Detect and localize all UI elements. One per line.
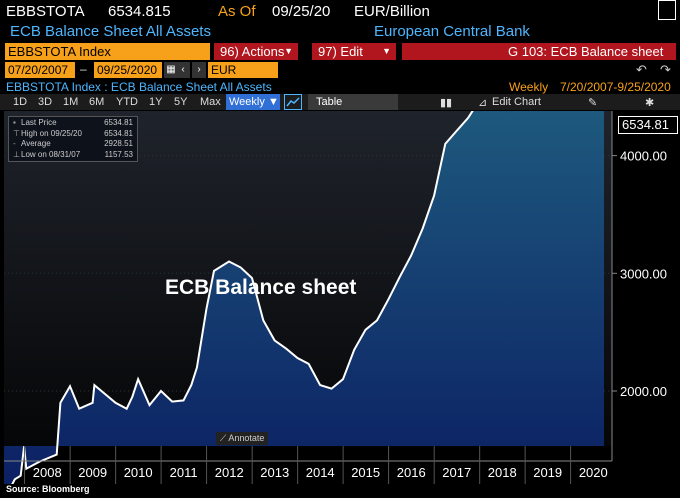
legend-label: High on 09/25/20 [21,128,82,138]
series-area [4,111,604,484]
legend-item: ⊤ High on 09/25/20 6534.81 [13,129,133,140]
index-info-bar: EBBSTOTA Index : ECB Balance Sheet All A… [0,79,680,95]
annotate-label: Annotate [228,433,265,443]
x-tick-label: 2014 [306,465,335,480]
annotate-icon: ⟋ [220,433,227,443]
window-icon[interactable] [658,0,676,20]
period-1d[interactable]: 1D [13,96,28,108]
currency-select[interactable]: EUR [208,62,278,78]
legend-label: Average [21,139,51,148]
chevron-left-icon[interactable]: ‹ [176,62,190,78]
edit-label: 97) Edit [318,44,363,59]
title-bar: EBBSTOTA 6534.815 As Of 09/25/20 EUR/Bil… [0,0,680,22]
price-value: 6534.815 [108,3,171,20]
chevron-down-icon: ▼ [284,46,293,56]
bar-chart-icon[interactable]: ▮▮ [440,97,453,109]
frequency-dropdown[interactable]: Weekly ▼ [226,94,280,110]
units-label: EUR/Billion [354,3,430,20]
period-3d[interactable]: 3D [38,96,53,108]
description-bar: ECB Balance Sheet All Assets European Ce… [0,22,680,42]
period-6m[interactable]: 6M [89,96,105,108]
legend-label: Last Price [21,118,57,127]
issuer-name: European Central Bank [374,23,530,40]
undo-icon[interactable]: ↶ [636,62,647,77]
period-5y[interactable]: 5Y [174,96,188,108]
legend-value: 6534.81 [104,118,133,127]
annotate-button[interactable]: ⟋ Annotate [216,432,269,445]
x-tick-label: 2018 [488,465,517,480]
chevron-down-icon: ▼ [382,46,391,56]
y-tick-label: 4000.00 [620,149,667,164]
security-field[interactable]: EBBSTOTA Index [5,43,210,60]
x-axis-ticks: 2008 2009 2010 2011 2012 2013 2014 2015 2016 2017… [24,446,608,484]
ticker: EBBSTOTA [6,3,85,20]
x-tick-label: 2017 [442,465,471,480]
period-1m[interactable]: 1M [63,96,79,108]
x-tick-label: 2013 [260,465,289,480]
x-tick-label: 2011 [170,465,198,480]
legend-label: Low on 08/31/07 [21,149,81,159]
line-chart-icon[interactable] [284,94,302,110]
x-tick-label: 2012 [215,465,244,480]
weekly-label: Weekly [229,96,265,108]
square-icon: ▪ [13,118,16,127]
edit-button[interactable]: 97) Edit ▼ [312,43,396,60]
y-tick-label: 2000.00 [620,384,667,399]
period-max[interactable]: Max [200,96,221,108]
index-description: EBBSTOTA Index : ECB Balance Sheet All A… [6,80,272,94]
edit-chart-icon[interactable]: ⊿ [478,97,488,109]
chart-toolbar: 1D 3D 1M 6M YTD 1Y 5Y Max Weekly ▼ Table… [0,94,680,110]
high-icon: ⊤ [13,128,20,138]
table-button[interactable]: Table [308,94,398,110]
legend-value: 1157.53 [104,149,133,159]
average-icon: - [13,139,16,148]
actions-button[interactable]: 96) Actions ▼ [214,43,298,60]
as-of-label: As Of [218,3,256,20]
start-date-input[interactable]: 07/20/2007 [5,62,75,78]
range-label: 7/20/2007-9/25/2020 [560,80,671,94]
legend-item: ▪ Last Price 6534.81 [13,118,133,129]
x-tick-label: 2015 [351,465,380,480]
period-ytd[interactable]: YTD [116,96,138,108]
actions-label: 96) Actions [220,44,285,59]
series-line [11,111,474,484]
legend-item: - Average 2928.51 [13,139,133,150]
end-date-input[interactable]: 09/25/2020 [94,62,162,78]
calendar-icon[interactable]: ▦ [164,62,178,78]
source-label: Source: Bloomberg [6,484,90,494]
low-icon: ⊥ [13,149,20,159]
security-description: ECB Balance Sheet All Assets [10,23,211,40]
gear-icon[interactable]: ✱ [645,97,655,109]
chevron-down-icon: ▼ [267,96,279,108]
x-tick-label: 2009 [78,465,107,480]
y-tick-label: 3000.00 [620,266,667,281]
as-of-date: 09/25/20 [272,3,331,20]
x-tick-label: 2010 [124,465,153,480]
chevron-right-icon[interactable]: › [192,62,206,78]
pencil-icon[interactable]: ✎ [588,97,598,109]
legend-value: 2928.51 [104,139,133,148]
legend-box: ▪ Last Price 6534.81 ⊤ High on 09/25/20 … [8,116,138,162]
edit-chart-button[interactable]: Edit Chart [492,96,541,108]
legend-value: 6534.81 [104,128,133,138]
x-tick-label: 2020 [579,465,608,480]
x-tick-label: 2016 [397,465,426,480]
command-bar: EBBSTOTA Index 96) Actions ▼ 97) Edit ▼ … [0,42,680,61]
x-tick-label: 2008 [33,465,62,480]
period-1y[interactable]: 1Y [149,96,163,108]
date-range-bar: 07/20/2007 – 09/25/2020 ▦ ‹ › EUR ↶ ↷ [0,62,680,79]
date-separator: – [80,62,87,76]
last-value-label: 6534.81 [618,116,678,134]
legend-item: ⊥ Low on 08/31/07 1157.53 [13,150,133,161]
chart-overlay-title: ECB Balance sheet [165,276,357,299]
graph-title: G 103: ECB Balance sheet [402,43,676,60]
redo-icon[interactable]: ↷ [660,62,671,77]
x-tick-label: 2019 [533,465,562,480]
frequency-label: Weekly [509,80,549,94]
